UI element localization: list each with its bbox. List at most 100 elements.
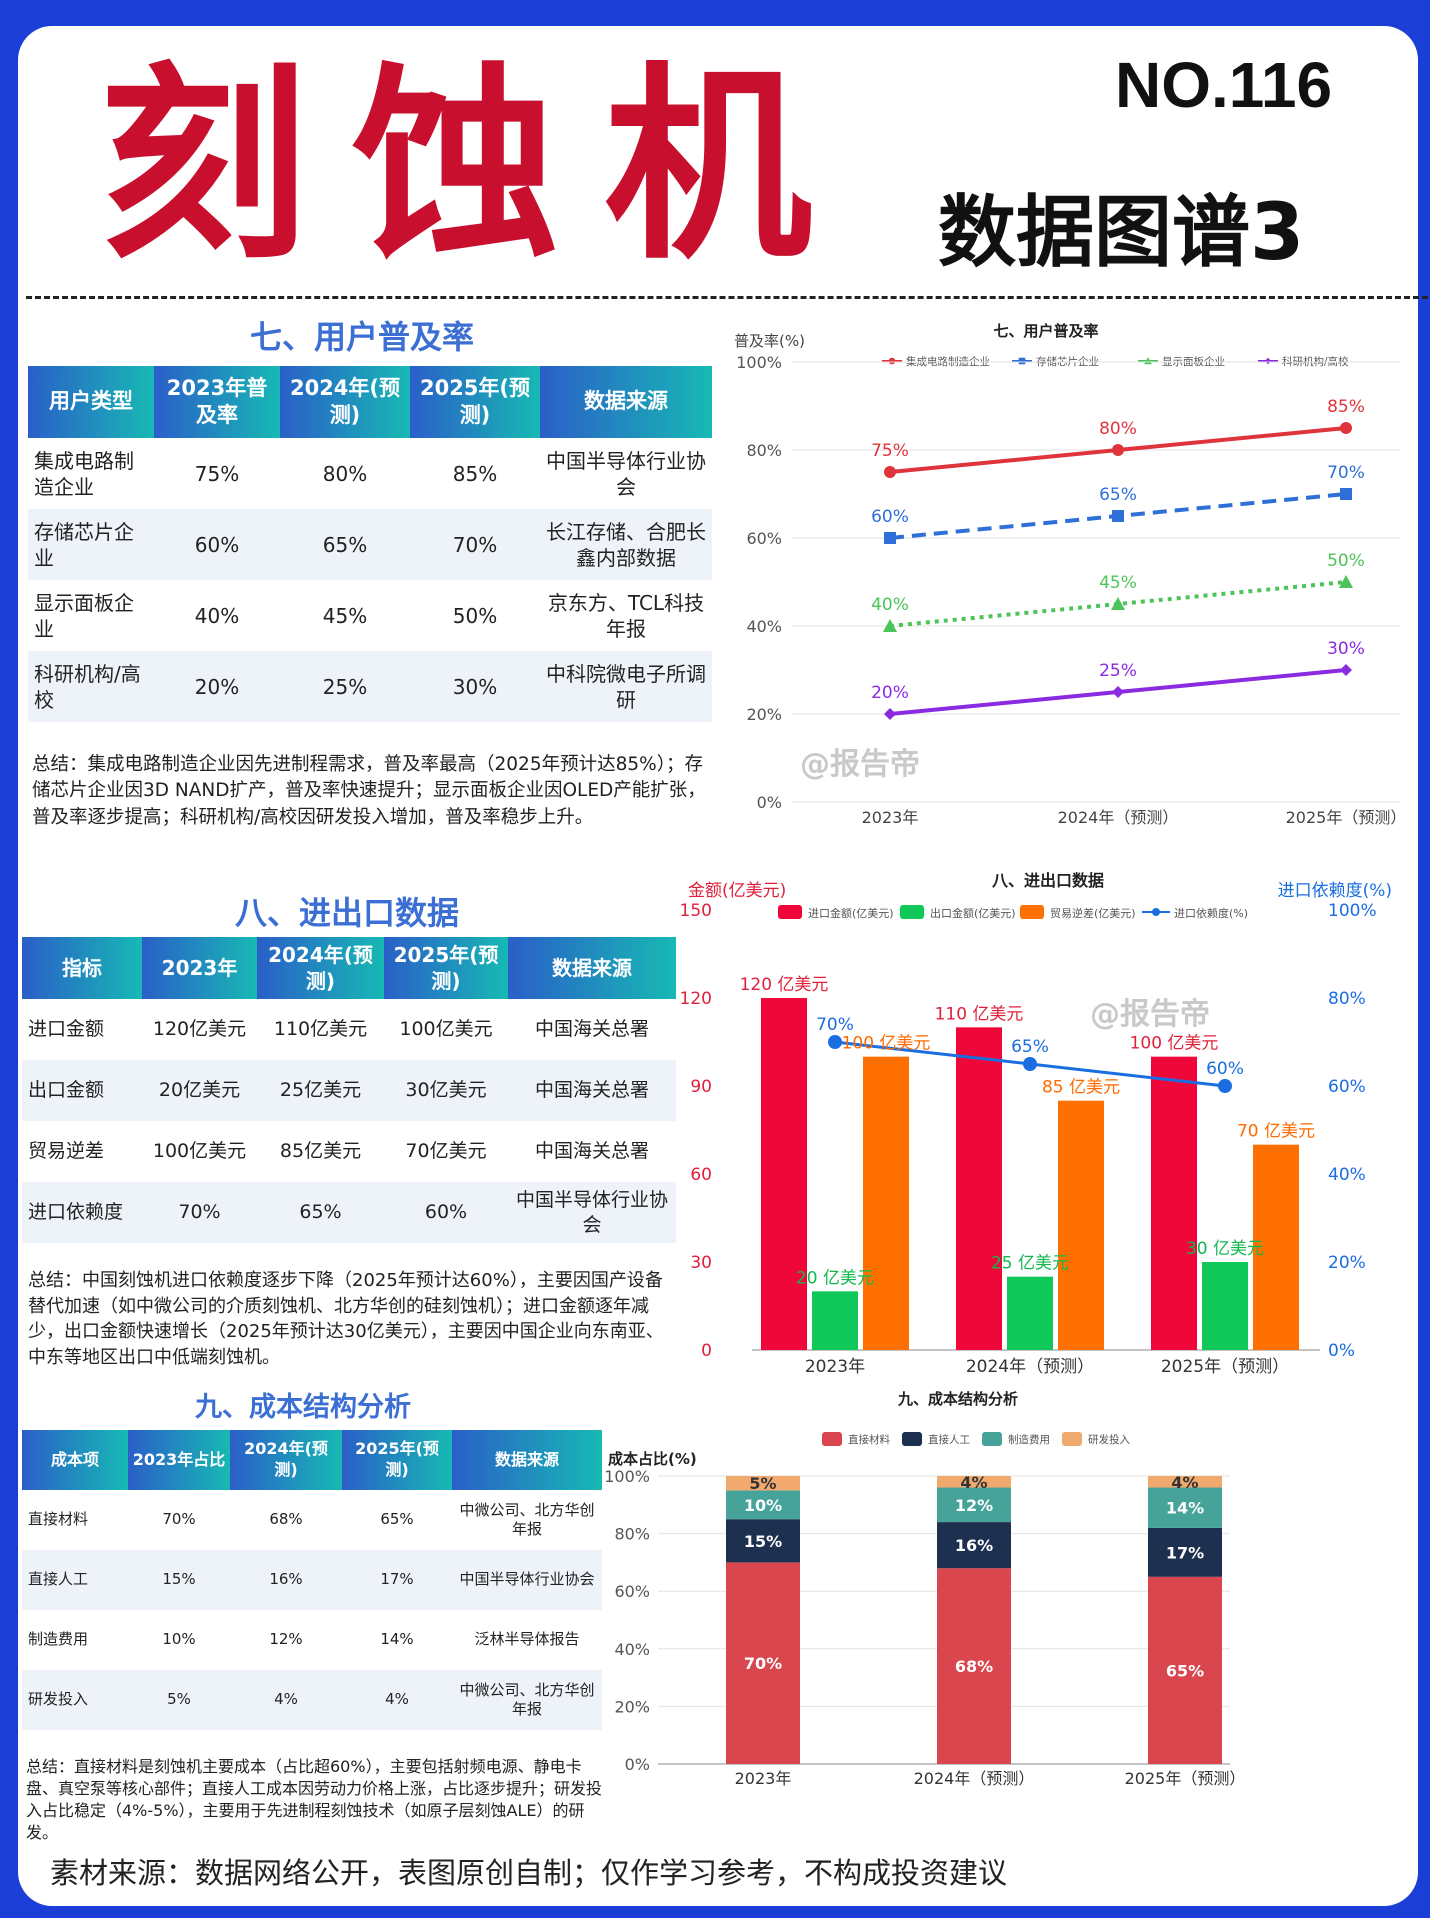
bar — [1253, 1144, 1299, 1350]
stacked-bar-segment — [937, 1568, 1011, 1764]
table-cell: 5% — [128, 1670, 230, 1730]
table-cell: 68% — [269, 1510, 303, 1529]
legend-label: 出口金额(亿美元) — [930, 906, 1016, 920]
table-header: 指标 — [22, 937, 142, 999]
y-tick-label: 80% — [614, 1525, 650, 1544]
sec9-summary: 总结：直接材料是刻蚀机主要成本（占比超60%），主要包括射频电源、静电卡盘、真空… — [26, 1757, 603, 1843]
data-label: 25% — [1099, 661, 1137, 681]
table-cell: 30% — [410, 651, 540, 722]
x-tick-label: 2024年（预测） — [1058, 808, 1179, 827]
data-label: 65% — [1166, 1661, 1204, 1680]
table-cell: 60% — [384, 1182, 508, 1243]
data-point — [883, 619, 897, 632]
table-cell: 中国半导体行业协会 — [452, 1550, 602, 1610]
y2-tick-label: 0% — [1328, 1341, 1355, 1361]
y2-tick-label: 40% — [1328, 1165, 1366, 1185]
data-label: 65% — [1011, 1037, 1049, 1057]
table-row: 直接材料 70% 68% 65% 中微公司、北方华创年报 — [22, 1490, 602, 1550]
data-point — [1340, 664, 1352, 676]
sec7-table: 用户类型 2023年普及率 2024年(预测) 2025年(预测) 数据来源 集… — [28, 366, 712, 722]
data-label: 70% — [744, 1654, 782, 1673]
watermark: @报告帝 — [800, 747, 920, 782]
table-cell: 12% — [269, 1630, 303, 1649]
bar — [956, 1027, 1002, 1350]
legend-label: 贸易逆差(亿美元) — [1050, 906, 1136, 920]
data-label: 30% — [1327, 639, 1365, 659]
y-tick-label: 150 — [680, 901, 712, 921]
data-point — [884, 532, 896, 544]
table-cell: 80% — [322, 461, 368, 486]
table-cell: 集成电路制造企业 — [34, 448, 134, 499]
table-cell: 中微公司、北方华创年报 — [452, 1670, 602, 1730]
y-tick-label: 40% — [746, 617, 782, 636]
data-point — [1112, 686, 1124, 698]
stacked-bar-segment — [1148, 1487, 1222, 1528]
y-tick-label: 100% — [736, 353, 782, 372]
y-tick-label: 0% — [757, 793, 782, 812]
subtitle: 数据图谱3 — [938, 188, 1305, 278]
legend-label: 进口金额(亿美元) — [808, 906, 894, 920]
table-cell: 100亿美元 — [152, 1140, 247, 1163]
legend-swatch — [902, 1432, 922, 1446]
table-row: 科研机构/高校 20% 25% 30% 中科院微电子所调研 — [28, 651, 712, 722]
table-cell: 16% — [230, 1550, 342, 1610]
legend-marker — [888, 357, 896, 365]
table-row: 进口依赖度 70% 65% 60% 中国半导体行业协会 — [22, 1182, 676, 1243]
data-point — [1340, 422, 1352, 434]
legend-swatch — [822, 1432, 842, 1446]
table-cell: 中微公司、北方华创年报 — [459, 1500, 595, 1539]
data-point — [1112, 444, 1124, 456]
table-header: 2025年(预测) — [342, 1430, 452, 1490]
data-label: 68% — [955, 1657, 993, 1676]
data-label: 40% — [871, 595, 909, 615]
table-row: 出口金额 20亿美元 25亿美元 30亿美元 中国海关总署 — [22, 1060, 676, 1121]
table-cell: 85亿美元 — [279, 1140, 362, 1163]
y-tick-label: 40% — [614, 1640, 650, 1659]
data-point — [1218, 1079, 1232, 1093]
data-label: 100 亿美元 — [842, 1034, 931, 1054]
table-cell: 中科院微电子所调研 — [540, 651, 712, 722]
data-label: 80% — [1099, 419, 1137, 439]
table-row: 制造费用 10% 12% 14% 泛林半导体报告 — [22, 1610, 602, 1670]
legend-marker — [1152, 908, 1160, 916]
table-row: 进口金额 120亿美元 110亿美元 100亿美元 中国海关总署 — [22, 999, 676, 1060]
table-cell: 进口金额 — [28, 1018, 105, 1041]
data-label: 60% — [871, 507, 909, 527]
sec7-title: 七、用户普及率 — [250, 318, 475, 356]
table-header: 成本项 — [22, 1430, 128, 1490]
chart-title: 七、用户普及率 — [993, 322, 1098, 340]
y2-tick-label: 60% — [1328, 1077, 1366, 1097]
table-header: 数据来源 — [508, 937, 676, 999]
y2-tick-label: 80% — [1328, 989, 1366, 1009]
table-cell: 制造费用 — [28, 1630, 89, 1649]
table-cell: 50% — [452, 603, 498, 628]
y-tick-label: 60% — [746, 529, 782, 548]
sec9-table: 成本项 2023年占比 2024年(预测) 2025年(预测) 数据来源 直接材… — [22, 1430, 602, 1730]
table-cell: 65% — [280, 509, 410, 580]
y-tick-label: 120 — [680, 989, 712, 1009]
legend-marker — [1264, 357, 1272, 365]
table-cell: 65% — [380, 1510, 414, 1529]
table-cell: 70% — [162, 1510, 196, 1529]
y-axis-label: 普及率(%) — [734, 332, 805, 350]
table-cell: 25亿美元 — [257, 1060, 384, 1121]
table-cell: 14% — [380, 1630, 414, 1649]
data-point — [1340, 488, 1352, 500]
table-cell: 60% — [154, 509, 280, 580]
data-label: 4% — [960, 1473, 987, 1492]
data-label: 70% — [1327, 463, 1365, 483]
data-label: 30 亿美元 — [1186, 1239, 1264, 1259]
issue-number: NO.116 — [1115, 49, 1333, 121]
table-row: 显示面板企业 40% 45% 50% 京东方、TCL科技年报 — [28, 580, 712, 651]
table-cell: 85% — [452, 461, 498, 486]
table-header: 2025年(预测) — [410, 366, 540, 438]
legend-swatch — [778, 905, 802, 919]
legend-label: 直接人工 — [928, 1433, 970, 1446]
table-cell: 直接材料 — [28, 1510, 89, 1529]
table-header: 用户类型 — [28, 366, 154, 438]
table-cell: 中国海关总署 — [508, 1060, 676, 1121]
y-axis-label: 金额(亿美元) — [688, 881, 786, 901]
table-row: 存储芯片企业 60% 65% 70% 长江存储、合肥长鑫内部数据 — [28, 509, 712, 580]
table-cell: 中国半导体行业协会 — [546, 448, 706, 499]
data-point — [1023, 1057, 1037, 1071]
